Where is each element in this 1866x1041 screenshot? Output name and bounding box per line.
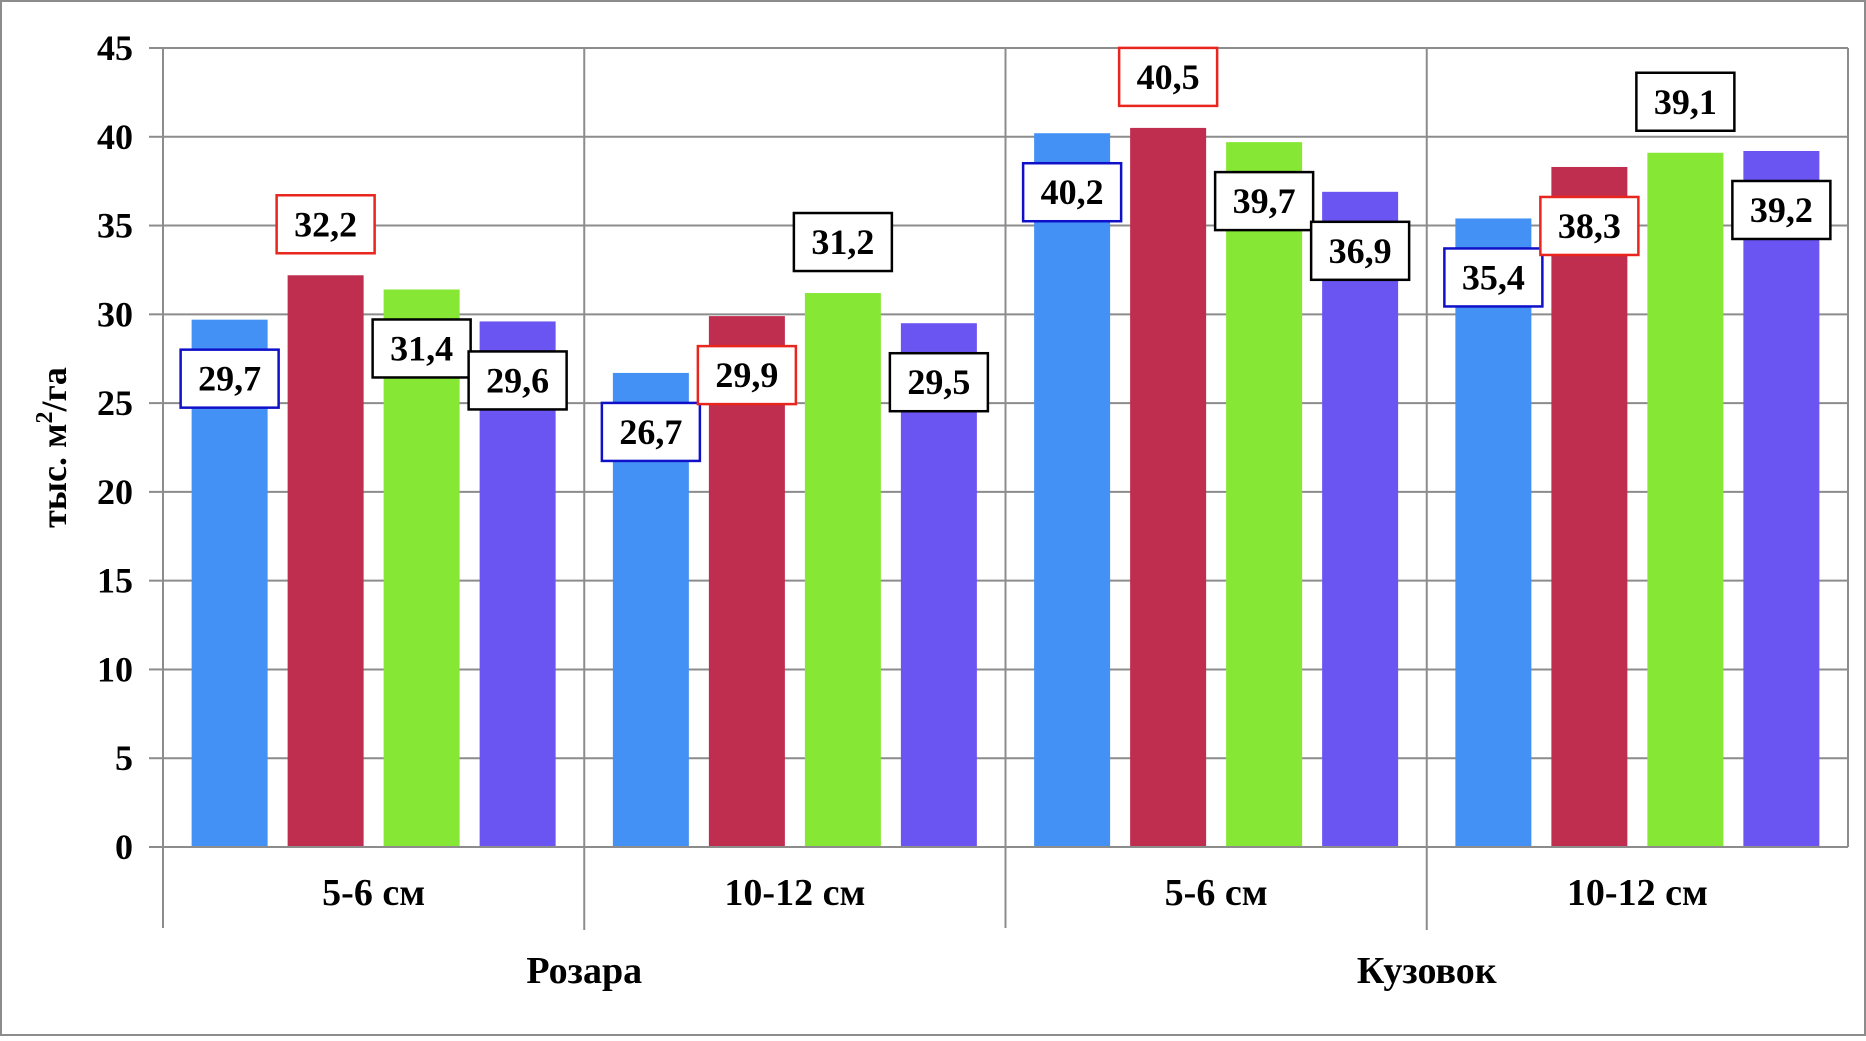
data-label: 32,2 — [294, 204, 357, 244]
axes: 0 5 10 15 20 25 30 35 40 45 5-6 см 10-12 см 5-6 см 10… — [97, 28, 1848, 992]
y-tick-label: 30 — [97, 294, 133, 334]
x-category-label: 10-12 см — [724, 872, 865, 914]
bar — [1226, 142, 1303, 848]
data-label-box — [1021, 161, 1123, 223]
data-label: 40,5 — [1137, 57, 1200, 97]
data-label: 29,5 — [907, 362, 970, 402]
data-label-box — [1635, 71, 1736, 133]
y-axis-title-main: тыс. м — [34, 424, 74, 528]
data-label: 31,4 — [390, 328, 453, 368]
bar — [1647, 152, 1724, 847]
bar — [287, 275, 364, 847]
data-label-box — [696, 344, 798, 406]
bar — [1551, 166, 1628, 847]
data-label-box — [275, 194, 376, 255]
bar — [1322, 191, 1399, 847]
data-label: 29,9 — [715, 355, 778, 395]
bar — [1455, 218, 1532, 847]
y-axis-title-suffix: /га — [34, 367, 74, 412]
data-label-box — [179, 348, 280, 409]
data-label: 29,6 — [486, 360, 549, 400]
data-label: 40,2 — [1041, 172, 1104, 212]
data-label-box — [1213, 170, 1315, 232]
data-label: 35,4 — [1462, 257, 1525, 297]
data-label-box — [1309, 220, 1411, 282]
data-label-box — [371, 318, 472, 379]
y-tick-label: 10 — [97, 649, 133, 689]
y-axis-title-sup: 2 — [32, 412, 58, 424]
y-tick-label: 0 — [115, 827, 133, 867]
x-category-label: 5-6 см — [322, 872, 425, 914]
data-label: 39,1 — [1654, 82, 1717, 122]
data-labels: 29,7 32,2 31,4 29,6 26,7 29,9 31,2 29,5 40,2 40,5… — [179, 46, 1832, 463]
data-label-box — [1443, 247, 1544, 308]
data-label-box — [792, 211, 894, 273]
data-label-box — [467, 350, 568, 411]
bar — [383, 289, 460, 847]
bar — [804, 293, 881, 847]
y-tick-label: 15 — [97, 561, 133, 601]
y-tick-label: 45 — [97, 28, 133, 68]
y-tick-label: 20 — [97, 472, 133, 512]
data-label: 29,7 — [198, 359, 261, 399]
data-label: 31,2 — [811, 222, 874, 262]
y-tick-label: 5 — [115, 738, 133, 778]
x-group-label: Розара — [526, 950, 642, 992]
x-group-label: Кузовок — [1357, 950, 1497, 992]
data-label-box — [1539, 195, 1640, 257]
data-label: 39,7 — [1233, 181, 1296, 221]
bar — [1130, 127, 1207, 847]
x-category-label: 5-6 см — [1165, 872, 1268, 914]
data-label: 26,7 — [619, 412, 682, 452]
x-category-label: 10-12 см — [1567, 872, 1708, 914]
data-label-box — [1117, 46, 1219, 108]
y-tick-label: 25 — [97, 383, 133, 423]
data-label: 39,2 — [1750, 190, 1813, 230]
data-label: 36,9 — [1329, 231, 1392, 271]
data-label-box — [888, 351, 990, 413]
bar — [1743, 150, 1820, 847]
data-label-box — [600, 401, 702, 463]
data-label: 38,3 — [1558, 206, 1621, 246]
bar — [1034, 133, 1111, 847]
data-label-box — [1731, 179, 1832, 241]
y-tick-label: 40 — [97, 117, 133, 157]
y-tick-label: 35 — [97, 206, 133, 246]
y-axis-title: тыс. м2/га — [32, 367, 74, 528]
